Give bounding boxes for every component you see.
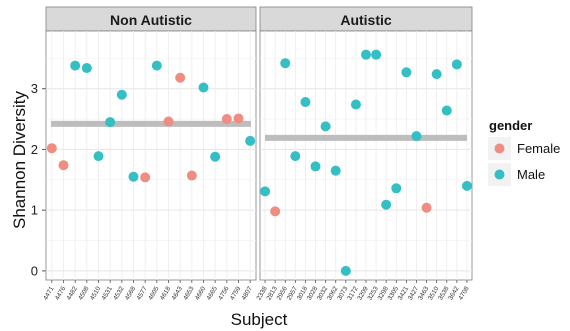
data-point-female [233, 113, 244, 124]
data-point-male [451, 59, 462, 70]
data-point-male [330, 165, 341, 176]
x-tick-label: 4531 [101, 285, 114, 301]
legend-item-male: Male [488, 163, 545, 186]
data-point-male [290, 151, 301, 162]
data-point-male [431, 69, 442, 80]
data-point-male [310, 161, 321, 172]
data-point-male [128, 171, 139, 182]
data-point-female [58, 160, 69, 171]
data-point-male [151, 60, 162, 71]
legend: gender Female Male [488, 118, 560, 186]
data-point-male [350, 99, 361, 110]
data-point-female [421, 202, 432, 213]
x-tick-label: 4653 [182, 285, 195, 301]
data-point-male [210, 151, 221, 162]
data-point-male [116, 89, 127, 100]
data-point-male [401, 67, 412, 78]
x-tick-label: 4577 [136, 285, 149, 301]
legend-title: gender [489, 118, 532, 133]
data-point-male [340, 265, 351, 276]
x-tick-label: 4482 [66, 285, 79, 301]
legend-key-male [494, 169, 505, 180]
data-point-male [320, 121, 331, 132]
legend-label-male: Male [517, 167, 545, 182]
x-axis-title: Subject [231, 310, 288, 329]
x-tick-label: 4660 [194, 285, 207, 301]
data-point-male [81, 63, 92, 74]
data-point-female [270, 206, 281, 217]
legend-label-female: Female [517, 141, 560, 156]
data-point-male [260, 186, 271, 197]
y-axis-title: Shannon Diversity [10, 91, 29, 229]
plot-area [45, 30, 257, 281]
x-tick-label: 4510 [89, 285, 102, 301]
data-point-male [411, 131, 422, 142]
x-tick-label: 4605 [147, 285, 160, 301]
y-tick-label: 2 [31, 142, 38, 157]
data-point-female [46, 143, 57, 154]
data-point-male [105, 117, 116, 128]
panel-non-autistic: Non Autistic 4471447644824508451045314532… [42, 6, 257, 302]
x-tick-label: 4643 [171, 285, 184, 301]
x-tick-label: 4618 [159, 285, 172, 301]
x-tick-label: 4508 [77, 285, 90, 301]
y-tick-label: 0 [31, 263, 38, 278]
data-point-female [140, 172, 151, 183]
data-point-female [163, 116, 174, 127]
facet-strip-label: Autistic [340, 12, 392, 28]
panels: 0 1 2 3 Non Autistic 447144764482450845104531… [31, 6, 473, 302]
x-tick-label: 4759 [229, 285, 242, 301]
x-tick-label: 4471 [42, 285, 55, 301]
x-tick-label: 4807 [241, 285, 254, 301]
x-tick-label: 4476 [54, 285, 67, 301]
data-point-male [70, 60, 81, 71]
y-tick-label: 3 [31, 81, 38, 96]
data-point-male [198, 82, 209, 93]
x-tick-label: 4568 [124, 285, 137, 301]
legend-item-female: Female [488, 137, 560, 160]
facet-strip-label: Non Autistic [110, 12, 192, 28]
x-tick-label: 4708 [457, 285, 470, 301]
x-tick-label: 4532 [112, 285, 125, 301]
x-tick-label: 4756 [217, 285, 230, 301]
x-tick-label: 4665 [206, 285, 219, 301]
data-point-male [441, 105, 452, 116]
data-point-male [391, 183, 402, 194]
y-tick-label: 1 [31, 203, 38, 218]
data-point-male [461, 180, 472, 191]
data-point-female [186, 170, 197, 181]
data-point-male [280, 58, 291, 69]
panel-autistic: Autistic23382813295629573018302830323062… [255, 6, 473, 302]
data-point-male [371, 49, 382, 60]
facet-strip [45, 6, 257, 32]
data-point-female [175, 72, 186, 83]
legend-key-female [494, 143, 505, 154]
data-point-male [300, 97, 311, 108]
data-point-male [381, 199, 392, 210]
data-point-male [245, 135, 256, 146]
data-point-male [361, 49, 371, 60]
data-point-male [93, 151, 104, 162]
data-point-female [221, 114, 232, 125]
facet-strip [259, 6, 473, 32]
